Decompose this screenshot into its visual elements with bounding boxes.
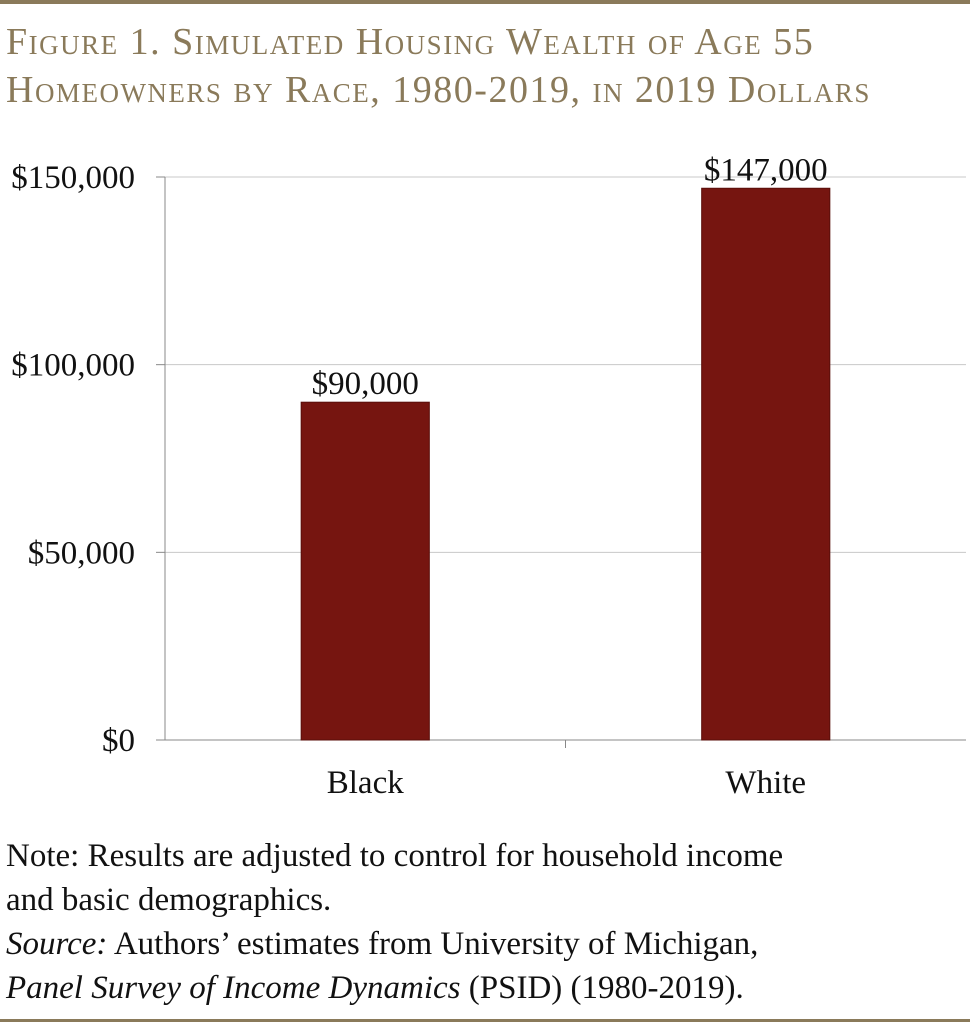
note-line1: Note: Results are adjusted to control fo… <box>6 838 784 874</box>
y-tick-label: $50,000 <box>28 535 135 571</box>
note-line2: and basic demographics. <box>6 882 332 918</box>
source-line1: Source: Authors’ estimates from Universi… <box>6 922 966 966</box>
source-text: Authors’ estimates from University of Mi… <box>107 926 759 962</box>
data-label: $90,000 <box>312 366 419 402</box>
y-tick-label: $150,000 <box>11 160 135 196</box>
figure-title: Figure 1. Simulated Housing Wealth of Ag… <box>6 18 966 114</box>
source-survey-title: Panel Survey of Income Dynamics <box>6 970 461 1006</box>
figure-title-line2: Homeowners by Race, 1980-2019, in 2019 D… <box>6 69 871 111</box>
x-tick-label: Black <box>327 765 404 801</box>
bottom-rule <box>0 1019 970 1022</box>
bar-chart: $0 $50,000 $100,000 $150,000 $90,000 Black $14… <box>11 152 966 801</box>
bar-black <box>300 401 430 741</box>
figure-note: Note: Results are adjusted to control fo… <box>6 834 966 1010</box>
bar-white <box>701 187 831 741</box>
source-line2: Panel Survey of Income Dynamics (PSID) (… <box>6 966 966 1010</box>
figure-title-line1: Figure 1. Simulated Housing Wealth of Ag… <box>6 21 815 63</box>
source-suffix: (PSID) (1980-2019). <box>460 970 744 1006</box>
top-rule <box>0 0 970 4</box>
y-tick-label: $0 <box>102 723 135 759</box>
y-tick-label: $100,000 <box>11 348 135 384</box>
source-label: Source: <box>6 926 108 962</box>
data-label: $147,000 <box>704 152 828 188</box>
x-tick-label: White <box>725 765 806 801</box>
